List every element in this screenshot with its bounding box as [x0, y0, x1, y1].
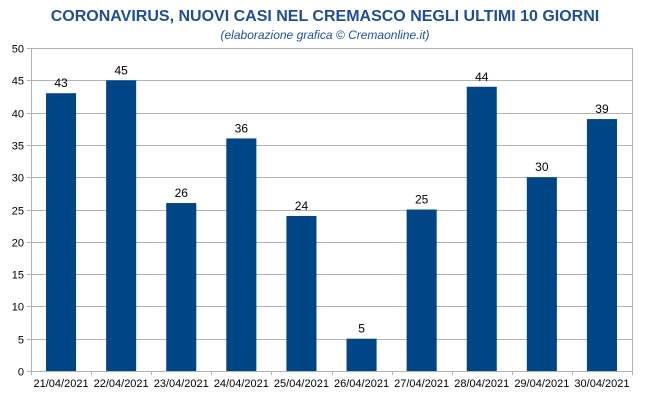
- bar: [466, 86, 497, 371]
- bar-value-label: 44: [475, 70, 489, 84]
- y-tick-label: 25: [12, 206, 24, 218]
- y-tick-label: 0: [18, 367, 24, 379]
- bar-value-label: 39: [595, 102, 609, 116]
- x-tick-label: 28/04/2021: [454, 378, 509, 390]
- x-tick-label: 29/04/2021: [514, 378, 569, 390]
- bar: [286, 215, 317, 371]
- bar-value-label: 24: [295, 199, 309, 213]
- labels: 0 5 10 15 20 25 30 35 40 45 50 43 21/04/2021 45 22/04/…: [12, 44, 630, 391]
- axes: [27, 48, 633, 375]
- x-tick-label: 21/04/2021: [34, 378, 89, 390]
- bar: [226, 138, 257, 371]
- y-tick-label: 5: [18, 335, 24, 347]
- x-tick-label: 26/04/2021: [334, 378, 389, 390]
- bar: [46, 93, 77, 371]
- y-tick-label: 40: [12, 109, 24, 121]
- x-tick-label: 30/04/2021: [574, 378, 629, 390]
- bar: [406, 209, 437, 371]
- bar-value-label: 36: [235, 121, 249, 135]
- y-tick-label: 15: [12, 270, 24, 282]
- bar: [166, 203, 197, 371]
- y-tick-label: 35: [12, 141, 24, 153]
- bar-value-label: 43: [54, 76, 68, 90]
- bar-value-label: 5: [358, 322, 365, 336]
- x-tick-label: 27/04/2021: [394, 378, 449, 390]
- y-tick-label: 45: [12, 76, 24, 88]
- y-tick-label: 30: [12, 173, 24, 185]
- bar: [346, 338, 377, 371]
- bar-value-label: 45: [114, 63, 128, 77]
- bar: [106, 80, 137, 372]
- y-tick-label: 50: [12, 44, 24, 56]
- x-tick-label: 24/04/2021: [214, 378, 269, 390]
- x-tick-label: 23/04/2021: [154, 378, 209, 390]
- chart-subtitle: (elaborazione grafica © Cremaonline.it): [220, 28, 430, 42]
- plot-frame: [31, 48, 633, 372]
- chart-title: CORONAVIRUS, NUOVI CASI NEL CREMASCO NEG…: [50, 8, 600, 25]
- bar-value-label: 30: [535, 160, 549, 174]
- bar-value-label: 25: [415, 193, 429, 207]
- bars: [46, 80, 617, 372]
- bar: [526, 177, 557, 371]
- x-tick-label: 25/04/2021: [274, 378, 329, 390]
- y-tick-label: 10: [12, 302, 24, 314]
- y-tick-label: 20: [12, 238, 24, 250]
- bar: [586, 119, 617, 371]
- bar-value-label: 26: [175, 186, 189, 200]
- x-tick-label: 22/04/2021: [94, 378, 149, 390]
